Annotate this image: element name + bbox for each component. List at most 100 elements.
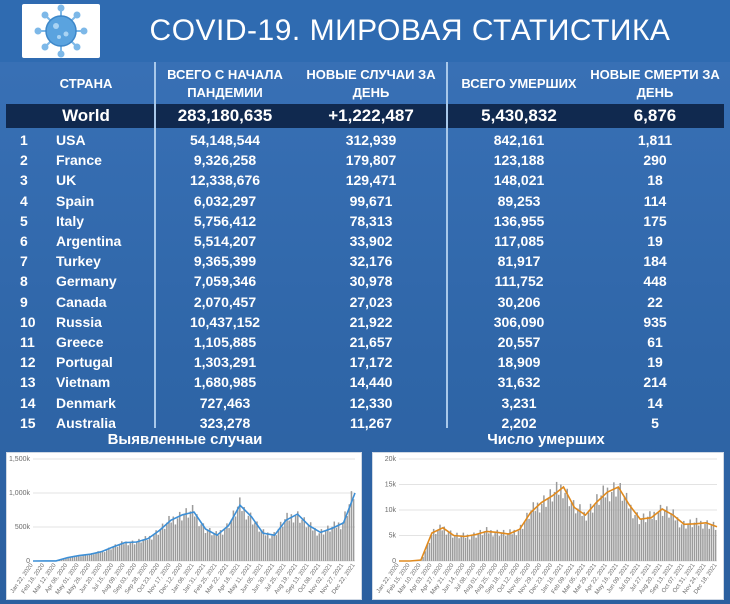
table-row: 9 Canada 2,070,457 27,023 30,206 22 bbox=[6, 292, 724, 312]
table-row: 13 Vietnam 1,680,985 14,440 31,632 214 bbox=[6, 372, 724, 392]
chart-bar bbox=[435, 534, 437, 561]
chart-bar bbox=[86, 555, 89, 561]
chart-bar bbox=[256, 521, 258, 561]
chart-bar bbox=[284, 519, 286, 561]
chart-bar bbox=[600, 495, 602, 561]
table-cell-new: 21,922 bbox=[349, 313, 393, 330]
table-cell-total: 5,514,207 bbox=[193, 233, 257, 249]
virus-icon bbox=[22, 4, 100, 58]
chart-bar bbox=[562, 498, 564, 561]
column-header-country: СТРАНА bbox=[59, 76, 113, 91]
chart-bar bbox=[598, 504, 600, 561]
chart-bar bbox=[687, 524, 689, 561]
chart-bar bbox=[551, 501, 554, 561]
chart-bar bbox=[585, 520, 588, 561]
chart-bar bbox=[630, 504, 632, 561]
chart-bar bbox=[685, 528, 687, 561]
table-cell-total: 5,756,412 bbox=[193, 212, 257, 229]
chart-bar bbox=[322, 534, 325, 561]
chart-bar bbox=[123, 544, 125, 561]
chart-bar bbox=[232, 510, 235, 561]
chart-bar bbox=[290, 514, 293, 561]
table-cell-country: Portugal bbox=[56, 354, 113, 371]
table-cell-new: 32,176 bbox=[349, 253, 393, 270]
table-cell-deaths: 20,557 bbox=[497, 334, 541, 350]
table-row: 6 Argentina 5,514,207 33,902 117,085 19 bbox=[6, 231, 724, 251]
trend-line bbox=[399, 485, 718, 562]
table-row: 1 USA 54,148,544 312,939 842,161 1,811 bbox=[6, 130, 724, 150]
chart-bar bbox=[251, 524, 254, 561]
table-cell-total: 1,105,885 bbox=[193, 334, 257, 350]
table-cell-new: 12,330 bbox=[349, 394, 393, 411]
table-cell-country: Vietnam bbox=[56, 374, 111, 391]
chart-bar bbox=[286, 512, 288, 561]
table-cell-new-deaths: 114 bbox=[643, 192, 667, 209]
chart-bar bbox=[127, 545, 129, 561]
chart-bar bbox=[702, 528, 704, 561]
chart-bar bbox=[219, 530, 222, 561]
header-bar: COVID-19. МИРОВАЯ СТАТИСТИКА bbox=[0, 0, 730, 62]
chart-bar bbox=[672, 509, 674, 561]
table-cell-deaths: 3,231 bbox=[501, 394, 537, 411]
chart-bar bbox=[88, 554, 91, 561]
chart-bar bbox=[666, 506, 668, 561]
chart-bar bbox=[678, 527, 681, 561]
column-header-new: НОВЫЕ СЛУЧАИ ЗА ДЕНЬ bbox=[306, 67, 436, 100]
chart-bar bbox=[275, 535, 278, 561]
chart-bar bbox=[172, 516, 175, 561]
table-cell-country: France bbox=[56, 152, 102, 169]
world-row bbox=[6, 104, 724, 128]
table-cell-country: UK bbox=[56, 172, 77, 189]
table-cell-total: 6,032,297 bbox=[193, 192, 257, 209]
chart-bar bbox=[217, 535, 220, 561]
chart-bar bbox=[73, 555, 76, 561]
chart-bar bbox=[273, 532, 275, 561]
chart-bar bbox=[213, 533, 215, 561]
chart-bar bbox=[632, 518, 634, 561]
chart-bar bbox=[430, 535, 433, 561]
chart-bar bbox=[307, 524, 310, 561]
table-cell-deaths: 2,202 bbox=[501, 414, 537, 431]
chart-bar bbox=[642, 513, 645, 561]
chart-bar bbox=[215, 531, 217, 561]
table-row: 4 Spain 6,032,297 99,671 89,253 114 bbox=[6, 191, 724, 211]
cases-chart: 0 500k 1,000k 1,500k Jan 22, 2020 Feb 16, 202… bbox=[6, 452, 362, 600]
table-cell-country: Russia bbox=[56, 313, 102, 330]
chart-bar bbox=[82, 555, 84, 561]
chart-bar bbox=[144, 536, 147, 561]
chart-bar bbox=[689, 519, 691, 561]
chart-bar bbox=[594, 503, 596, 561]
table-row: 12 Portugal 1,303,291 17,172 18,909 19 bbox=[6, 352, 724, 372]
table-cell-deaths: 31,632 bbox=[497, 374, 541, 391]
chart-bar bbox=[333, 521, 336, 561]
chart-bar bbox=[271, 535, 273, 561]
chart-bar bbox=[170, 522, 172, 561]
chart-bar bbox=[178, 511, 181, 561]
world-total: 283,180,635 bbox=[177, 106, 273, 125]
chart-bar bbox=[236, 506, 239, 561]
y-tick-label: 15k bbox=[385, 482, 397, 489]
chart-bar bbox=[80, 556, 82, 561]
chart-bar bbox=[339, 529, 342, 561]
table-row: 5 Italy 5,756,412 78,313 136,955 175 bbox=[6, 211, 724, 231]
chart-bar bbox=[194, 516, 196, 561]
table-cell-deaths: 18,909 bbox=[497, 354, 541, 371]
chart-bar bbox=[133, 544, 136, 561]
y-tick-label: 0 bbox=[26, 558, 30, 565]
chart-bar bbox=[543, 495, 545, 561]
chart-bar bbox=[468, 539, 471, 561]
table-cell-new-deaths: 935 bbox=[643, 313, 667, 330]
chart-bar bbox=[613, 482, 615, 561]
chart-bar bbox=[63, 559, 65, 561]
chart-bar bbox=[608, 501, 611, 561]
table-cell-total: 54,148,544 bbox=[189, 132, 261, 148]
chart-bar bbox=[316, 535, 318, 561]
chart-bar bbox=[649, 511, 651, 561]
chart-bar bbox=[676, 517, 679, 561]
chart-bar bbox=[647, 516, 649, 561]
chart-bar bbox=[439, 524, 441, 561]
chart-bar bbox=[299, 522, 301, 561]
chart-bar bbox=[636, 512, 638, 561]
chart-bar bbox=[587, 512, 590, 561]
